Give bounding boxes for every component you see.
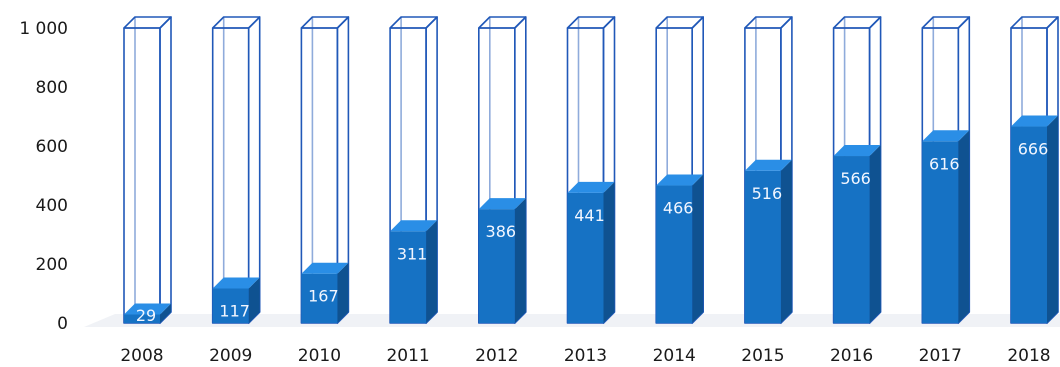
bar-2014: 466 [655,16,705,324]
bar-value-front [212,288,249,323]
bar-value-side [248,277,260,323]
x-tick-label: 2011 [386,346,429,366]
bar-value-side [160,303,171,323]
bar-capacity-top [211,16,261,29]
bar-value-side [603,181,615,323]
bar-2015: 516 [744,16,793,324]
bar-2016: 566 [832,16,882,324]
x-tick-label: 2017 [919,346,962,366]
bar-capacity-top [123,16,172,29]
bar-2013: 441 [566,16,616,324]
y-tick-label: 1 000 [19,19,68,39]
bar-value-top [567,181,615,193]
bar-value-label: 386 [486,222,517,241]
x-tick-label: 2014 [653,346,696,366]
bar-capacity-top [477,16,527,29]
bar-value-label: 666 [1018,140,1049,159]
bar-value-side [869,145,881,323]
bar-value-top [212,277,260,289]
bars-group: 29 117 167 311 386 441 466 516 566 616 666 [123,16,1059,325]
bar-capacity-side [247,16,261,324]
bar-value-label: 616 [929,154,960,173]
bar-capacity-top [744,16,793,29]
bar-value-label: 311 [397,244,428,263]
x-tick-label: 2009 [209,346,252,366]
x-tick-label: 2013 [564,346,607,366]
bar-value-label: 566 [840,169,871,188]
bar-value-top [124,303,171,315]
bar-value-label: 516 [752,184,783,203]
bar-2011: 311 [389,16,438,324]
y-tick-label: 800 [36,78,68,98]
bar-value-side [337,262,349,323]
bar-value-front [124,314,160,323]
bar-capacity-front [123,27,161,324]
x-tick-label: 2010 [298,346,341,366]
bar-capacity-top [832,16,882,29]
bar-value-label: 117 [219,301,250,320]
bar-value-front [922,141,959,323]
bar-capacity-side [159,16,172,324]
bar-capacity-top [655,16,705,29]
bar-2009: 117 [211,16,261,324]
x-tick-label: 2018 [1007,346,1050,366]
bar-value-side [426,220,438,323]
y-tick-label: 600 [36,137,68,157]
bar-value-side [1047,115,1058,323]
bar-capacity-top [921,16,971,29]
bar-2018: 666 [1010,16,1059,324]
bar-value-top [922,130,970,142]
bar-value-top [1011,115,1058,127]
bar-capacity-top [300,16,350,29]
bar-value-side [780,159,792,323]
bar-value-front [833,156,870,323]
y-tick-label: 200 [36,255,68,275]
bar-capacity-top [1010,16,1059,29]
bar-value-front [478,209,515,323]
bar-value-top [478,198,526,210]
bar-value-label: 466 [663,199,694,218]
bar-value-top [301,262,349,274]
y-tick-label: 0 [57,314,68,334]
bar-value-label: 441 [574,206,605,225]
y-axis: 0 200 400 600 800 1 000 [19,19,68,334]
bar-value-label: 167 [308,287,339,306]
bar-2017: 616 [921,16,971,324]
bar-value-front [567,192,604,323]
bar-2012: 386 [477,16,527,324]
bar-value-top [833,145,881,157]
x-tick-label: 2012 [475,346,518,366]
x-axis: 2008 2009 2010 2011 2012 2013 2014 2015 2016 2017… [120,346,1050,366]
bar-value-top [744,159,792,171]
bar-value-top [656,174,704,186]
bar-value-front [744,170,781,323]
bar-value-side [958,130,970,323]
x-tick-label: 2008 [120,346,163,366]
bar-value-front [1011,126,1047,323]
y-tick-label: 400 [36,196,68,216]
bar-value-front [390,231,427,323]
bar-value-side [514,198,526,323]
bar-value-label: 29 [136,306,156,325]
x-tick-label: 2015 [741,346,784,366]
bar-value-top [390,220,438,232]
bar-capacity-top [389,16,438,29]
bar-value-side [692,174,704,323]
bar-2010: 167 [300,16,350,324]
bar-value-front [656,185,693,323]
bar-2008: 29 [123,16,172,325]
x-tick-label: 2016 [830,346,873,366]
bar-value-front [301,273,338,323]
bar-capacity-top [566,16,616,29]
